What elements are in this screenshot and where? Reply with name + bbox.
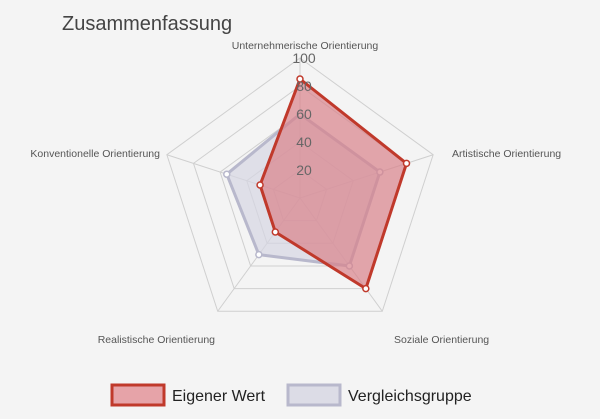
- data-point[interactable]: [223, 170, 231, 178]
- data-point[interactable]: [271, 228, 280, 236]
- data-point[interactable]: [255, 250, 263, 259]
- legend: Eigener Wert Vergleichsgruppe: [110, 383, 472, 407]
- legend-label-vergleichsgruppe: Vergleichsgruppe: [348, 388, 472, 405]
- legend-item-eigener-wert[interactable]: Eigener Wert: [110, 383, 266, 407]
- legend-swatch-vergleichsgruppe: [286, 383, 342, 407]
- tick-label: 80: [296, 78, 312, 94]
- data-point[interactable]: [402, 159, 411, 168]
- chart-title: Zusammenfassung: [62, 13, 232, 35]
- data-point[interactable]: [362, 284, 370, 293]
- axis-label-realistisch: Realistische Orientierung: [98, 334, 215, 346]
- series-eigener-wert: [256, 75, 411, 293]
- legend-item-vergleichsgruppe[interactable]: Vergleichsgruppe: [286, 383, 472, 407]
- axis-label-artistisch: Artistische Orientierung: [452, 148, 561, 160]
- axis-label-konventionell: Konventionelle Orientierung: [30, 148, 160, 160]
- tick-label: 60: [296, 106, 312, 122]
- data-point[interactable]: [256, 181, 264, 189]
- legend-label-eigener-wert: Eigener Wert: [172, 388, 266, 405]
- grid-ring: [166, 57, 434, 312]
- legend-swatch-eigener-wert: [110, 383, 166, 407]
- series-area: [258, 77, 409, 291]
- tick-label: 100: [292, 50, 316, 66]
- axis-label-unternehmerisch: Unternehmerische Orientierung: [232, 40, 379, 52]
- radial-tick-labels: 20 40 60 80 100: [292, 50, 316, 178]
- axis-label-sozial: Soziale Orientierung: [394, 334, 489, 346]
- data-point[interactable]: [296, 75, 304, 83]
- tick-label: 40: [296, 134, 312, 150]
- tick-label: 20: [296, 162, 312, 178]
